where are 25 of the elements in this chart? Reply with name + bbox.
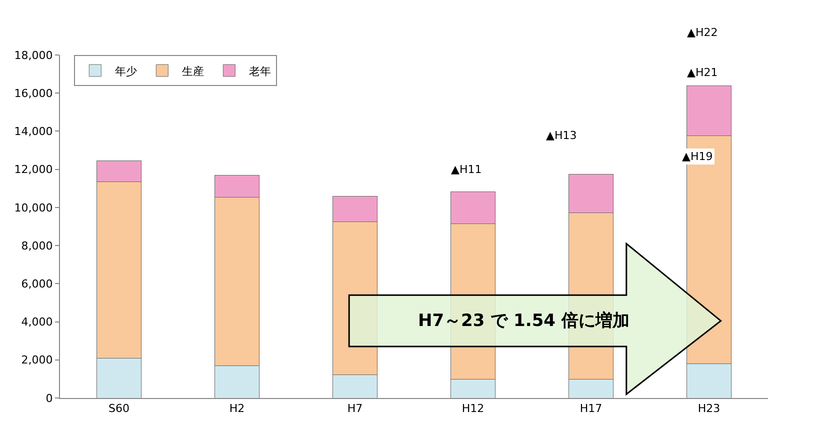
y-tick-label: 6,000: [21, 278, 53, 291]
y-tick-label: 2,000: [21, 354, 53, 367]
y-tick-label: 8,000: [21, 239, 53, 252]
y-tick-label: 14,000: [14, 125, 53, 138]
annotation: ▲H19: [682, 150, 713, 163]
legend-label: 生産: [182, 64, 204, 78]
y-tick-label: 16,000: [14, 86, 53, 100]
text: ▲H22: [687, 26, 718, 39]
y-tick-label: 4,000: [21, 316, 53, 329]
legend-label: 老年: [249, 64, 272, 78]
x-tick-label: S60: [108, 402, 130, 416]
legend-label: 年少: [115, 64, 138, 78]
y-tick-label: 10,000: [14, 201, 53, 214]
annotation: ▲H21: [687, 66, 718, 79]
x-tick-label: H12: [462, 402, 484, 416]
annotation: ▲H13: [546, 129, 577, 142]
y-tick-label: 12,000: [14, 163, 53, 176]
annotation: ▲H11: [451, 163, 482, 176]
y-tick-label: 18,000: [14, 48, 53, 62]
y-tick-label: 0: [46, 392, 53, 405]
x-tick-label: H2: [229, 402, 245, 416]
annotation: H7～23 で 1.54 倍に増加: [418, 310, 630, 331]
x-tick-label: H7: [347, 402, 363, 416]
x-tick-label: H23: [698, 402, 720, 416]
x-tick-label: H17: [580, 402, 602, 416]
